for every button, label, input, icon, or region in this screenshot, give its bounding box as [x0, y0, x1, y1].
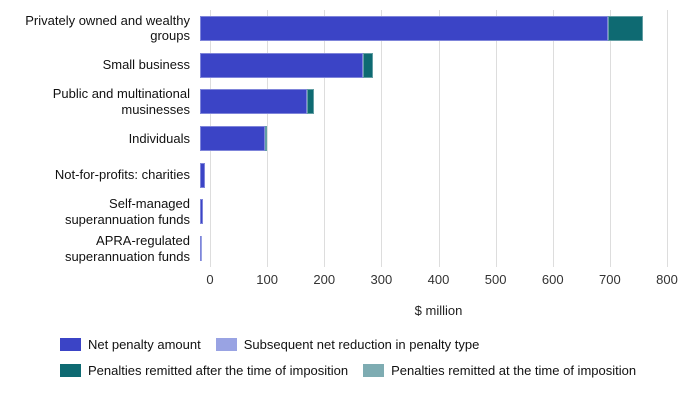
category-label-text: Public and multinational musinesses — [52, 85, 190, 117]
legend-swatch — [215, 338, 237, 351]
category-label: Not-for-profits: charities — [0, 167, 200, 183]
bar-segment — [362, 52, 374, 78]
bar-segment — [200, 89, 308, 115]
bar-row: Self-managed superannuation funds — [0, 194, 667, 231]
gridline-700 — [609, 10, 611, 267]
bar-segment — [608, 15, 643, 41]
bar-segment — [307, 89, 315, 115]
x-axis-ticks: 0 100 200 300 400 500 600 700 800 — [206, 272, 677, 288]
category-label: Individuals — [0, 131, 200, 147]
category-label-text: Self-managed superannuation funds — [64, 196, 190, 227]
x-tick-label: 200 — [313, 272, 336, 287]
bar-row: Privately owned and wealthy groups — [0, 10, 667, 47]
x-tick-label: 100 — [256, 272, 278, 287]
legend-label: Net penalty amount — [88, 337, 201, 352]
x-tick-label: 500 — [484, 272, 507, 287]
stacked-bar — [200, 126, 268, 152]
legend-swatch — [363, 364, 385, 377]
bar-segment — [200, 52, 363, 78]
x-tick-label: 800 — [656, 272, 678, 287]
category-label-text: APRA-regulated superannuation funds — [64, 232, 190, 264]
bar-segment — [200, 162, 206, 188]
gridline-600 — [552, 10, 554, 267]
x-tick-label: 0 — [206, 272, 214, 287]
category-label: APRA-regulated superannuation funds — [0, 233, 200, 265]
legend-row: Net penalty amount Subsequent net reducti… — [60, 337, 651, 352]
stacked-bar — [200, 15, 643, 41]
category-label: Small business — [0, 57, 200, 73]
category-label: Public and multinational musinesses — [0, 86, 200, 118]
bar-row: Not-for-profits: charities — [0, 157, 667, 194]
legend-item: Subsequent net reduction in penalty type — [215, 337, 480, 352]
bar-segment — [200, 126, 266, 152]
gridline-800 — [667, 10, 668, 267]
category-label-text: Not-for-profits: charities — [54, 167, 190, 183]
legend-swatch — [60, 338, 81, 351]
stacked-bar — [200, 52, 374, 78]
bar-row: Individuals — [0, 120, 667, 157]
bar-segment — [265, 126, 268, 152]
bar-row: Public and multinational musinesses — [0, 83, 667, 120]
legend-label: Subsequent net reduction in penalty type — [243, 337, 480, 352]
category-label-text: Privately owned and wealthy groups — [25, 12, 190, 44]
legend-label: Penalties remitted after the time of imp… — [88, 363, 349, 378]
legend-label: Penalties remitted at the time of imposi… — [391, 363, 637, 378]
bar-row: APRA-regulated superannuation funds — [0, 230, 667, 267]
x-tick-label: 400 — [427, 272, 450, 287]
bar-segment — [200, 236, 201, 262]
legend-swatch — [60, 364, 81, 377]
gridline-300 — [381, 10, 383, 267]
bar-rows: Privately owned and wealthy groups Small … — [0, 10, 667, 267]
x-tick-label: 700 — [599, 272, 621, 287]
bar-row: Small business — [0, 47, 667, 84]
legend: Net penalty amount Subsequent net reducti… — [60, 337, 651, 389]
stacked-bar — [200, 236, 202, 262]
bar-segment — [200, 199, 203, 225]
gridline-200 — [324, 10, 326, 267]
category-label: Self-managed superannuation funds — [0, 196, 200, 228]
x-tick-label: 600 — [541, 272, 564, 287]
category-label-text: Individuals — [128, 130, 190, 146]
bar-segment — [200, 15, 609, 41]
gridline-100 — [267, 10, 269, 267]
stacked-bar — [200, 162, 206, 188]
category-label: Privately owned and wealthy groups — [0, 13, 200, 45]
legend-item: Penalties remitted after the time of imp… — [60, 363, 348, 378]
gridline-400 — [438, 10, 440, 267]
stacked-bar — [200, 199, 203, 225]
x-tick-label: 300 — [370, 272, 393, 287]
legend-row: Penalties remitted after the time of imp… — [60, 363, 651, 378]
gridline-500 — [495, 10, 497, 267]
x-axis-title: $ million — [414, 303, 463, 318]
stacked-bar — [200, 89, 315, 115]
legend-item: Penalties remitted at the time of imposi… — [363, 363, 636, 378]
category-label-text: Small business — [102, 57, 190, 73]
legend-item: Net penalty amount — [60, 337, 201, 352]
